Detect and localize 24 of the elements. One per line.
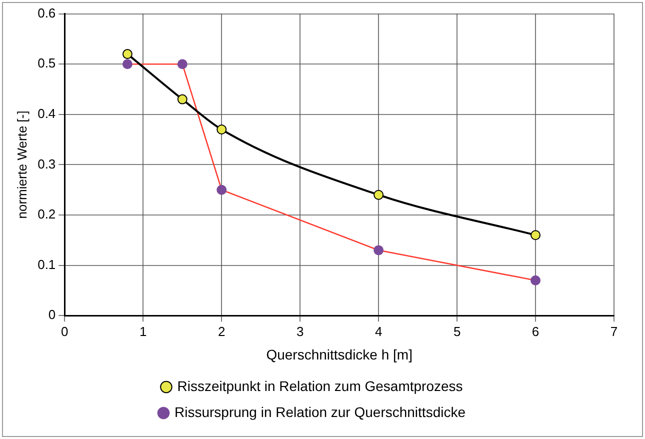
x-tick-label: 7 (610, 324, 618, 339)
x-tick-label: 1 (140, 324, 147, 339)
x-axis-title: Querschnittsdicke h [m] (266, 346, 412, 362)
y-tick-label: 0.3 (38, 156, 56, 172)
y-tick-label: 0.1 (38, 256, 56, 272)
x-tick-label: 6 (532, 324, 540, 339)
point (374, 190, 384, 200)
y-tick-label: 0.2 (38, 206, 56, 222)
y-axis-title: normierte Werte [-] (14, 110, 30, 219)
legend-label: Risszeitpunkt in Relation zum Gesamtprozess (177, 378, 463, 394)
y-tick-label: 0.4 (38, 106, 56, 121)
y-tick-label: 0 (48, 307, 56, 322)
x-tick-label: 3 (296, 324, 304, 339)
point (177, 94, 188, 104)
point (122, 49, 132, 60)
y-tick-label: 0.6 (38, 5, 56, 20)
x-tick-label: 5 (453, 324, 461, 339)
x-tick-label: 4 (374, 324, 382, 339)
y-tick-label: 0.5 (38, 56, 56, 71)
legend-label: Rissursprung in Relation zur Querschnittsdicke (174, 404, 466, 420)
x-tick-label: 0 (61, 324, 68, 339)
point (216, 124, 227, 134)
x-tick-label: 2 (218, 324, 226, 339)
point (530, 230, 541, 240)
